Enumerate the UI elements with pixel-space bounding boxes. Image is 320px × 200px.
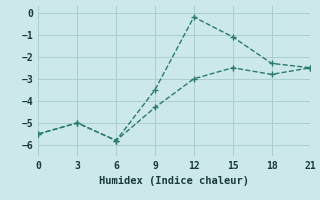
X-axis label: Humidex (Indice chaleur): Humidex (Indice chaleur) (100, 176, 249, 186)
